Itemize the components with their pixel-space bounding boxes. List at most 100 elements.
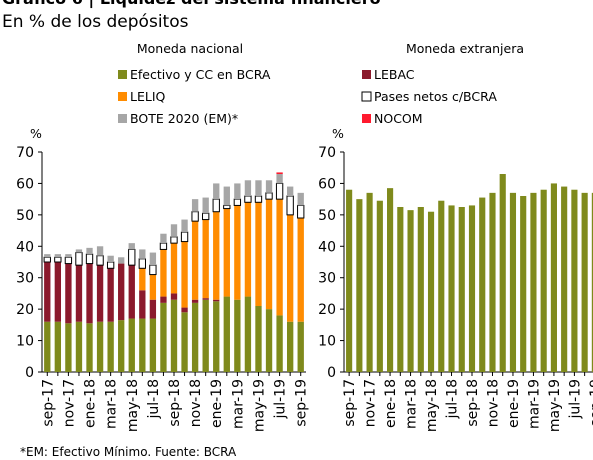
bar	[118, 263, 125, 321]
bar	[65, 323, 72, 372]
bar	[43, 256, 51, 263]
y-tick-label: 60	[318, 176, 336, 192]
bar	[181, 219, 188, 233]
y-tick-label: 40	[16, 239, 34, 255]
bar	[550, 183, 557, 372]
x-tick-label: sep-18	[167, 379, 183, 427]
bar	[275, 182, 284, 200]
bar	[170, 224, 178, 237]
bar	[366, 192, 373, 372]
x-tick-label: sep-19	[294, 379, 310, 427]
bar	[86, 323, 93, 372]
y-tick-label: 40	[318, 239, 336, 255]
bar	[191, 199, 199, 212]
y-tick-label: 0	[327, 365, 336, 381]
bar	[376, 200, 383, 372]
bar	[44, 254, 51, 258]
bar	[438, 200, 445, 372]
bar	[54, 254, 62, 258]
bar	[346, 189, 353, 372]
bar	[265, 180, 273, 193]
bar	[223, 186, 230, 206]
bar	[286, 195, 294, 216]
bar	[138, 258, 146, 269]
bar	[139, 318, 146, 372]
bar	[286, 214, 294, 322]
bar	[213, 211, 220, 300]
bar	[387, 188, 394, 372]
bar	[118, 257, 125, 264]
bar	[265, 192, 273, 200]
x-tick-label: may-19	[251, 379, 267, 432]
bar	[244, 202, 252, 297]
bar	[297, 192, 304, 206]
x-tick-label: ene-19	[209, 379, 225, 428]
legend-label: BOTE 2020 (EM)*	[130, 111, 238, 126]
y-tick-label: 70	[318, 145, 336, 161]
bar	[181, 307, 188, 313]
bar	[54, 321, 62, 372]
panel-title: Moneda extranjera	[406, 41, 524, 56]
x-tick-label: may-18	[424, 379, 440, 432]
x-tick-label: jul-18	[445, 379, 461, 420]
bar	[509, 192, 517, 372]
bar	[96, 321, 104, 372]
legend-swatch	[118, 92, 127, 101]
bar	[223, 296, 230, 372]
bar	[297, 204, 305, 219]
bar	[234, 299, 241, 372]
bar	[244, 195, 252, 203]
bar	[128, 243, 135, 250]
bar	[356, 199, 363, 372]
bar	[489, 192, 496, 372]
bar	[75, 252, 83, 266]
x-tick-label: nov-18	[188, 379, 204, 427]
bar	[233, 198, 242, 206]
legend-swatch	[361, 91, 372, 102]
bar	[85, 253, 94, 265]
bar	[107, 255, 114, 262]
x-tick-label: mar-19	[526, 379, 542, 429]
bar	[54, 256, 62, 263]
bar	[191, 302, 199, 372]
bar	[276, 174, 283, 184]
bar	[149, 274, 157, 300]
bar	[106, 261, 115, 269]
bar	[265, 309, 273, 372]
bar	[223, 208, 230, 297]
bar	[213, 183, 220, 200]
bar	[170, 243, 178, 294]
bar	[44, 321, 51, 372]
bar	[128, 248, 136, 266]
bar	[139, 249, 146, 259]
legend-swatch	[362, 70, 371, 79]
y-tick-label: 0	[25, 365, 34, 381]
bar	[160, 296, 167, 303]
bar	[44, 262, 51, 322]
bar	[170, 293, 178, 300]
x-tick-label: sep-19	[588, 379, 593, 427]
bar	[118, 320, 125, 372]
bar	[202, 197, 209, 214]
bar	[149, 299, 157, 319]
y-tick-label: 50	[16, 208, 34, 224]
x-tick-label: nov-17	[363, 379, 379, 427]
bar	[181, 241, 188, 308]
bar	[407, 210, 414, 372]
legend-label: LELIQ	[130, 89, 166, 104]
bar	[427, 211, 435, 372]
bar	[160, 249, 167, 297]
x-tick-label: nov-18	[485, 379, 501, 427]
subtitle: En % de los depósitos	[2, 12, 189, 32]
y-tick-label: 30	[318, 271, 336, 287]
bar	[591, 192, 593, 372]
bar	[286, 186, 294, 196]
bar	[297, 218, 304, 322]
bar	[244, 180, 252, 196]
x-tick-label: may-19	[547, 379, 563, 432]
y-tick-label: 20	[16, 302, 34, 318]
y-tick-label: 20	[318, 302, 336, 318]
bar	[75, 321, 83, 372]
bar	[255, 306, 262, 372]
